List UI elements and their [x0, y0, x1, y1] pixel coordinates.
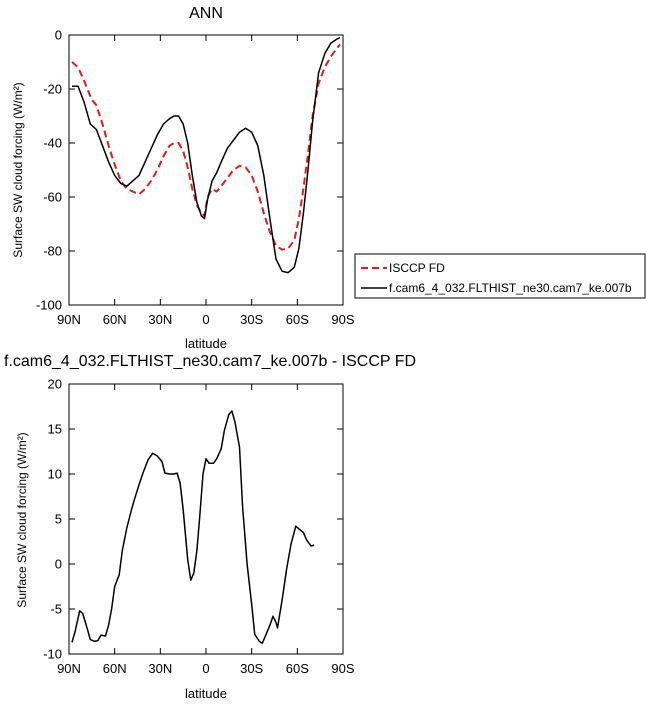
- top-x-tick-label: 60N: [103, 312, 127, 327]
- top-y-tick-label: -60: [43, 190, 62, 205]
- bottom-x-tick-label: 0: [202, 661, 209, 676]
- legend-box: [354, 253, 646, 299]
- top-panel-axes: 90N 60N 30N 0 30S 60S 90S 0 -20 -40 -60 -80 -100: [36, 28, 355, 328]
- bottom-panel-y-axis-label: Surface SW cloud forcing (W/m²): [15, 432, 29, 607]
- bottom-panel-title: f.cam6_4_032.FLTHIST_ne30.cam7_ke.007b -…: [4, 353, 416, 370]
- bottom-x-tick-label: 60N: [103, 661, 127, 676]
- top-panel-plot-area: [71, 37, 341, 274]
- bottom-panel: f.cam6_4_032.FLTHIST_ne30.cam7_ke.007b -…: [4, 353, 416, 701]
- top-panel-x-axis-label: latitude: [185, 336, 227, 351]
- legend-label-isccp-fd: ISCCP FD: [389, 261, 445, 275]
- bottom-series-line-1: [71, 410, 315, 644]
- bottom-x-tick-label: 30S: [240, 661, 263, 676]
- bottom-y-tick-label: -10: [43, 647, 62, 662]
- bottom-y-tick-label: 5: [55, 512, 62, 527]
- top-series-line-1: [71, 43, 341, 251]
- top-y-tick-label: -80: [43, 244, 62, 259]
- bottom-y-tick-label: 15: [48, 422, 62, 437]
- top-panel: ANN Surface SW cloud forcing (W/m²) lati…: [11, 5, 646, 351]
- bottom-x-tick-label: 30N: [148, 661, 172, 676]
- bottom-panel-plot-area: [71, 410, 315, 644]
- top-x-tick-label: 30S: [240, 312, 263, 327]
- top-x-tick-label: 0: [202, 312, 209, 327]
- top-y-tick-label: -40: [43, 136, 62, 151]
- legend: ISCCP FD f.cam6_4_032.FLTHIST_ne30.cam7_…: [354, 253, 646, 299]
- top-y-tick-label: 0: [55, 28, 62, 43]
- bottom-panel-x-axis-label: latitude: [185, 686, 227, 701]
- bottom-y-tick-label: -5: [50, 602, 62, 617]
- bottom-y-tick-label: 0: [55, 557, 62, 572]
- top-x-tick-label: 90S: [331, 312, 354, 327]
- top-x-tick-label: 60S: [286, 312, 309, 327]
- top-series-line-2: [72, 37, 341, 274]
- top-x-tick-label: 90N: [57, 312, 81, 327]
- top-x-tick-label: 30N: [148, 312, 172, 327]
- bottom-panel-axes: 90N 60N 30N 0 30S 60S 90S 20 15 10 5 0 -5 -10: [43, 377, 355, 677]
- bottom-x-tick-label: 60S: [286, 661, 309, 676]
- top-y-tick-label: -20: [43, 82, 62, 97]
- bottom-y-tick-label: 10: [48, 467, 62, 482]
- top-panel-frame: [68, 34, 344, 306]
- legend-label-model: f.cam6_4_032.FLTHIST_ne30.cam7_ke.007b: [389, 281, 632, 295]
- bottom-x-tick-label: 90N: [57, 661, 81, 676]
- bottom-y-tick-label: 20: [48, 377, 62, 392]
- top-panel-title: ANN: [189, 5, 223, 22]
- top-panel-y-axis-label: Surface SW cloud forcing (W/m²): [11, 82, 25, 257]
- bottom-x-tick-label: 90S: [331, 661, 354, 676]
- top-y-tick-label: -100: [36, 298, 62, 313]
